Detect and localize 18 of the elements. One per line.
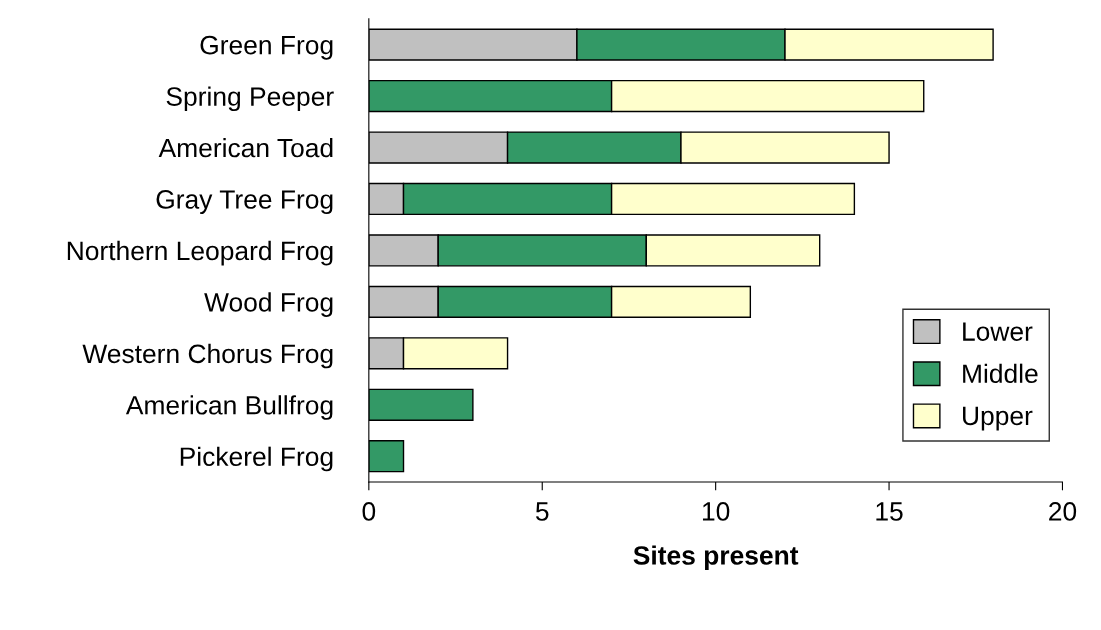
legend-label: Upper bbox=[963, 406, 1033, 431]
y-tick-label: Northern Leopard Frog bbox=[67, 240, 333, 266]
x-tick-label: 10 bbox=[702, 502, 730, 521]
y-tick-label: Green Frog bbox=[200, 35, 333, 60]
x-tick-label: 0 bbox=[362, 502, 376, 521]
y-tick-label: Spring Peeper bbox=[166, 86, 334, 112]
y-tick-label: Gray Tree Frog bbox=[156, 190, 333, 215]
legend-label: Lower bbox=[963, 322, 1033, 341]
x-tick-label: 20 bbox=[1049, 502, 1077, 521]
y-tick-label: American Bullfrog bbox=[125, 395, 333, 420]
y-tick-label: Wood Frog bbox=[204, 292, 333, 317]
legend-label: Middle bbox=[963, 363, 1038, 384]
y-tick-label: American Toad bbox=[158, 137, 333, 158]
x-tick-label: 15 bbox=[876, 502, 903, 521]
x-axis-title: Sites present bbox=[633, 545, 799, 571]
x-tick-label: 5 bbox=[535, 502, 549, 521]
y-tick-label: Pickerel Frog bbox=[180, 446, 333, 472]
y-tick-label: Western Chorus Frog bbox=[82, 343, 333, 369]
